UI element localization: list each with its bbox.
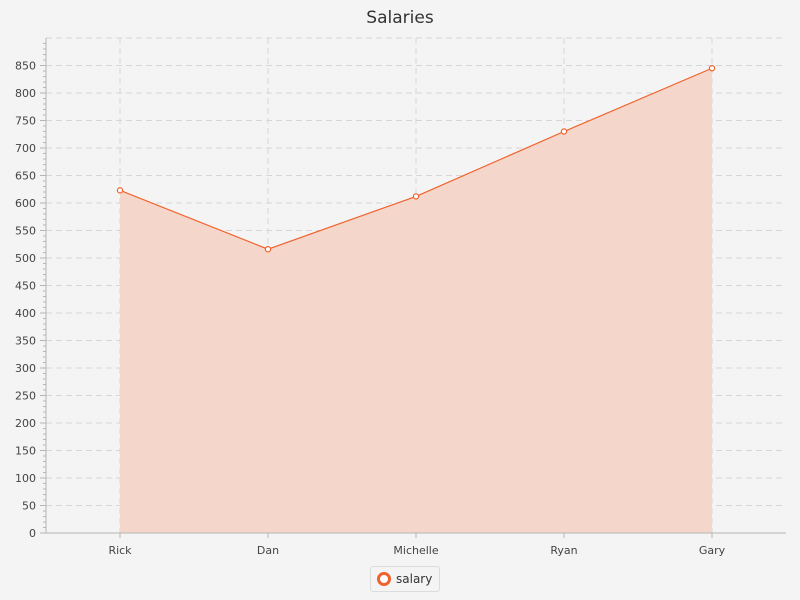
y-tick-label: 500	[15, 252, 36, 265]
data-point-dan	[264, 245, 272, 253]
x-tick-label: Michelle	[393, 544, 438, 557]
y-tick-label: 450	[15, 280, 36, 293]
data-points	[116, 65, 716, 253]
y-tick-label: 300	[15, 362, 36, 375]
axes	[40, 38, 786, 538]
y-tick-label: 200	[15, 417, 36, 430]
y-tick-label: 850	[15, 60, 36, 73]
y-tick-label: 700	[15, 142, 36, 155]
y-tick-label: 600	[15, 197, 36, 210]
y-tick-label: 100	[15, 472, 36, 485]
y-tick-label: 650	[15, 170, 36, 183]
data-point-michelle	[412, 193, 420, 200]
x-tick-label: Rick	[108, 544, 132, 557]
legend-label: salary	[396, 572, 433, 586]
data-point-rick	[116, 187, 124, 194]
data-point-ryan	[560, 128, 568, 135]
legend: salary	[370, 566, 441, 592]
tick-labels: 0 50 100 150 200 250 300 350 400 450 500 550 600 650 7…	[15, 60, 726, 558]
y-tick-label: 550	[15, 225, 36, 238]
y-tick-label: 800	[15, 87, 36, 100]
y-tick-label: 150	[15, 445, 36, 458]
y-tick-label: 750	[15, 115, 36, 128]
chart-title: Salaries	[366, 8, 434, 28]
series-area-layer	[119, 67, 713, 533]
y-tick-label: 0	[29, 527, 36, 540]
y-tick-label: 250	[15, 390, 36, 403]
series-area-fill	[120, 68, 712, 533]
y-tick-label: 400	[15, 307, 36, 320]
y-tick-label: 50	[22, 500, 36, 513]
x-tick-label: Dan	[257, 544, 279, 557]
x-tick-label: Ryan	[550, 544, 577, 557]
y-tick-label: 350	[15, 335, 36, 348]
x-tick-label: Gary	[699, 544, 726, 557]
legend-symbol-icon	[377, 572, 391, 586]
data-point-gary	[708, 65, 716, 72]
